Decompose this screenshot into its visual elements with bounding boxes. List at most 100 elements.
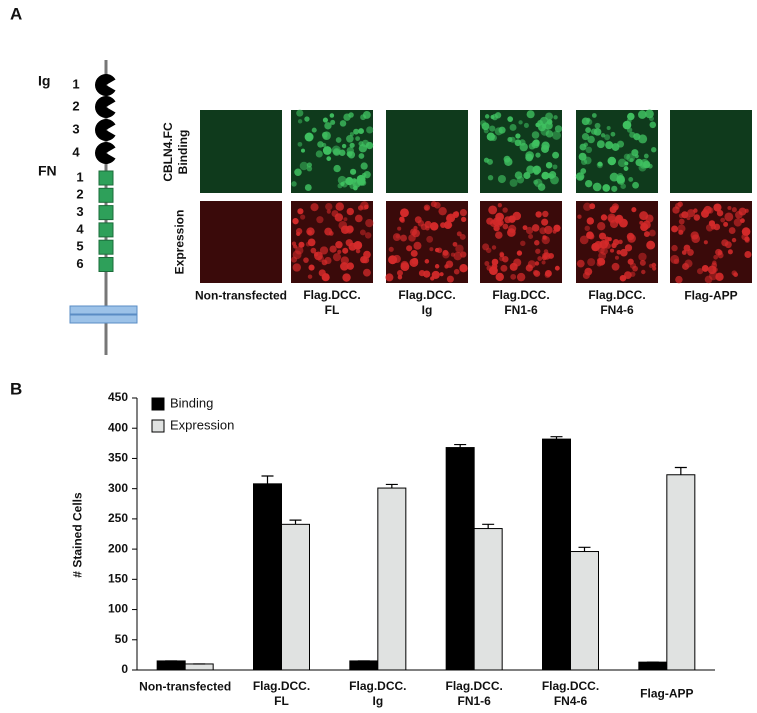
cell-blob (414, 216, 422, 224)
cell-blob (696, 268, 704, 275)
cell-blob (330, 119, 336, 125)
cell-blob (618, 239, 623, 245)
cell-blob (587, 258, 596, 267)
bar (473, 528, 503, 671)
cell-blob (671, 225, 679, 233)
cell-blob (426, 235, 434, 243)
cell-blob (333, 164, 341, 173)
cell-blob (395, 234, 400, 239)
y-tick-label: 0 (121, 662, 128, 676)
cell-blob (314, 251, 323, 261)
column-label: Flag-APP (684, 288, 738, 303)
cell-blob (291, 181, 297, 187)
cell-blob (589, 203, 596, 210)
cell-blob (515, 133, 521, 139)
cell-blob (400, 260, 409, 269)
error-bar (550, 436, 563, 440)
micrograph (386, 110, 468, 193)
cell-blob (423, 270, 431, 278)
cell-blob (703, 240, 708, 245)
cell-blob (544, 269, 552, 277)
cell-blob (353, 240, 363, 250)
cell-blob (631, 207, 637, 213)
cell-blob (340, 225, 350, 234)
cell-blob (497, 203, 503, 208)
cell-blob (335, 202, 344, 211)
fn-domain (98, 205, 114, 221)
cell-blob (349, 168, 357, 175)
cell-blob (442, 250, 450, 259)
cell-blob (537, 183, 546, 191)
column-label: Non-transfected (194, 288, 288, 303)
cell-blob (326, 209, 331, 214)
cell-blob (484, 114, 490, 119)
cell-blob (585, 127, 591, 133)
cell-blob (580, 158, 588, 166)
cell-blob (681, 211, 689, 219)
cell-blob (339, 120, 347, 127)
cell-blob (332, 253, 342, 262)
cell-blob (728, 227, 736, 234)
cell-blob (516, 250, 523, 256)
cell-blob (526, 165, 535, 174)
cell-blob (450, 252, 455, 257)
ig-domain (94, 142, 116, 164)
legend-label: Expression (170, 417, 234, 432)
cell-blob (459, 234, 466, 240)
cell-blob (513, 258, 522, 267)
cell-blob (363, 268, 371, 277)
cell-blob (502, 223, 509, 230)
cell-blob (531, 224, 540, 232)
cell-blob (307, 274, 313, 279)
cell-blob (701, 264, 709, 272)
cell-blob (439, 272, 444, 277)
cell-blob (731, 207, 737, 213)
column-label: Flag.DCC. Ig (398, 288, 456, 317)
cell-blob (533, 270, 541, 277)
cell-blob (504, 157, 513, 167)
cell-blob (430, 276, 435, 281)
cell-blob (674, 202, 682, 209)
cell-blob (611, 242, 617, 249)
y-tick-label: 250 (108, 511, 128, 525)
cell-blob (429, 247, 434, 252)
cell-blob (525, 153, 534, 162)
column-label: Flag.DCC. FL (303, 288, 361, 317)
cell-blob (535, 211, 542, 218)
cell-blob (519, 139, 526, 146)
cell-blob (499, 255, 505, 262)
cell-blob (744, 208, 749, 213)
cell-blob (535, 152, 541, 158)
cell-blob (300, 148, 306, 153)
cell-blob (509, 178, 518, 187)
fn-domain (98, 170, 114, 186)
cell-blob (410, 249, 418, 257)
cell-blob (541, 260, 546, 265)
cell-blob (516, 272, 526, 282)
y-tick-label: 200 (108, 541, 128, 555)
cell-blob (354, 214, 363, 223)
cell-blob (542, 252, 549, 259)
cell-blob (704, 275, 713, 284)
cell-blob (702, 208, 708, 213)
ig-domain (94, 118, 116, 141)
cell-blob (632, 265, 638, 272)
domain-label: Ig (38, 73, 50, 89)
cell-blob (306, 165, 313, 172)
cell-blob (491, 245, 497, 250)
cell-blob (392, 254, 401, 264)
cell-blob (317, 141, 324, 148)
y-tick-label: 450 (108, 390, 128, 404)
cell-blob (337, 175, 347, 185)
error-bar (674, 466, 687, 475)
cell-blob (345, 176, 354, 186)
cell-blob (343, 217, 348, 222)
cell-blob (308, 264, 315, 271)
cell-blob (645, 214, 654, 223)
cell-blob (311, 127, 317, 133)
cell-blob (604, 236, 610, 242)
cell-blob (630, 271, 636, 277)
cell-blob (310, 203, 319, 212)
cell-blob (507, 228, 516, 237)
